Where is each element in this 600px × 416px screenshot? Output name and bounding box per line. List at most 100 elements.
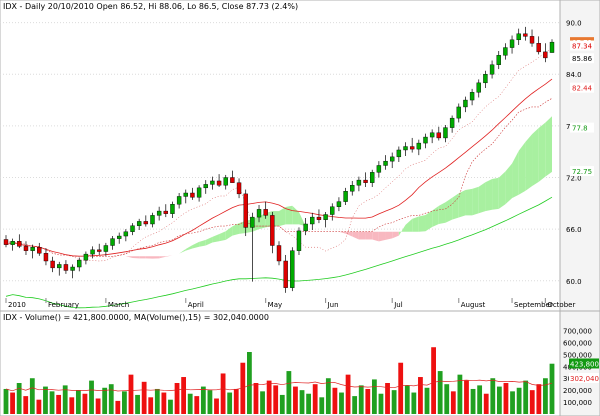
cloud-bull-segment bbox=[298, 212, 306, 227]
volume-bar-up bbox=[122, 391, 127, 414]
candle-up bbox=[323, 214, 328, 220]
volume-bar-down bbox=[128, 374, 134, 414]
volume-bar-down bbox=[36, 399, 42, 414]
candle-down bbox=[230, 177, 235, 183]
volume-bar-up bbox=[457, 374, 463, 414]
price-tag-box bbox=[570, 53, 594, 64]
cloud-bull-segment bbox=[472, 186, 479, 216]
candle-down bbox=[37, 247, 42, 254]
volume-bar-down bbox=[56, 394, 62, 414]
volume-bar-up bbox=[260, 391, 265, 414]
cloud-bull-segment bbox=[425, 210, 433, 232]
volume-tags: 423,800 302,040 bbox=[569, 358, 599, 383]
volume-bar-up bbox=[358, 385, 364, 414]
cloud-bull-segment bbox=[452, 193, 459, 220]
cloud-bear-segment bbox=[385, 231, 393, 240]
candle-up bbox=[150, 215, 155, 225]
cloud-bull-segment bbox=[498, 171, 506, 209]
candle-down bbox=[216, 180, 222, 186]
volume-bar-up bbox=[286, 371, 292, 414]
cloud-bull-segment bbox=[225, 226, 233, 240]
candle-up bbox=[496, 55, 501, 65]
volume-ma-path bbox=[5, 379, 553, 392]
volume-bar-down bbox=[529, 390, 535, 414]
candle-up bbox=[336, 201, 342, 207]
candle-up bbox=[416, 142, 422, 150]
candle-up bbox=[123, 231, 129, 237]
cloud-bull-segment bbox=[538, 122, 546, 182]
candle-down bbox=[523, 33, 528, 37]
price-tag-label: 87.34 bbox=[572, 42, 593, 50]
volume-bar-down bbox=[418, 377, 423, 414]
cloud-bear-segment bbox=[365, 231, 373, 240]
volume-bar-up bbox=[391, 390, 397, 414]
volume-bar-down bbox=[483, 393, 489, 414]
candle-up bbox=[30, 247, 35, 251]
volume-bar-down bbox=[266, 380, 272, 414]
candle-up bbox=[203, 184, 208, 189]
volume-bar-up bbox=[404, 385, 410, 414]
cloud-bull-segment bbox=[525, 134, 533, 191]
volume-bar-down bbox=[82, 393, 88, 414]
candle-up bbox=[130, 225, 135, 232]
cloud-bull-segment bbox=[445, 197, 453, 223]
volume-bar-up bbox=[227, 392, 233, 414]
cloud-bear-segment bbox=[165, 255, 173, 257]
candle-up bbox=[469, 92, 475, 101]
candle-up bbox=[489, 64, 495, 75]
candle-up bbox=[156, 210, 162, 216]
volume-bar-up bbox=[62, 385, 68, 414]
volume-bar-down bbox=[253, 383, 259, 414]
price-tag-label: 85.86 bbox=[572, 55, 593, 63]
volume-tag-box bbox=[569, 372, 599, 383]
volume-bar-up bbox=[75, 390, 81, 414]
candle-up bbox=[516, 33, 521, 41]
volume-bar-up bbox=[154, 388, 160, 414]
candle-up bbox=[370, 172, 375, 183]
ma-red-line bbox=[5, 78, 553, 257]
candle-up bbox=[210, 180, 215, 185]
candle-up bbox=[303, 223, 308, 232]
x-tick-label: Jul bbox=[393, 301, 403, 309]
kijun-dotted-line bbox=[5, 98, 553, 257]
volume-bar-down bbox=[161, 392, 167, 414]
volume-bar-up bbox=[378, 393, 384, 414]
cloud-bull-segment bbox=[179, 248, 186, 254]
cloud-bear-segment bbox=[159, 256, 166, 259]
candle-up bbox=[429, 132, 435, 138]
cloud-bear-segment bbox=[345, 231, 353, 237]
volume-bar-up bbox=[89, 380, 94, 414]
cloud-bear-segment bbox=[392, 231, 399, 239]
volume-bar-down bbox=[148, 397, 154, 414]
volume-bar-up bbox=[325, 378, 331, 414]
candle-down bbox=[163, 210, 169, 214]
volume-tag-label: 423,800 bbox=[570, 360, 599, 368]
candle-up bbox=[509, 39, 515, 48]
volume-bar-up bbox=[516, 387, 522, 414]
volume-bar-up bbox=[135, 394, 140, 414]
volume-tag-label: 302,040 bbox=[570, 375, 599, 383]
volume-bar-down bbox=[214, 398, 219, 414]
candle-down bbox=[270, 215, 275, 246]
x-tick-label: October bbox=[547, 301, 575, 309]
candle-up bbox=[456, 106, 461, 119]
candle-up bbox=[403, 146, 408, 151]
volume-bar-up bbox=[549, 363, 555, 414]
cloud-bull-segment bbox=[412, 216, 419, 232]
volume-bar-down bbox=[503, 383, 509, 414]
cloud-bull-segment bbox=[192, 241, 200, 249]
cloud-bull-segment bbox=[438, 202, 446, 224]
price-tag-box bbox=[570, 166, 594, 177]
cloud-bull-segment bbox=[432, 205, 439, 227]
candle-up bbox=[396, 149, 402, 158]
cloud-bull-segment bbox=[279, 206, 286, 227]
volume-bar-down bbox=[273, 385, 279, 414]
volume-bar-up bbox=[371, 379, 377, 414]
x-tick-label: 2010 bbox=[8, 301, 26, 309]
volume-bar-up bbox=[339, 392, 344, 414]
volume-bar-down bbox=[450, 391, 456, 414]
candle-up bbox=[77, 259, 82, 268]
candle-up bbox=[223, 177, 228, 186]
candle-down bbox=[3, 239, 9, 245]
candle-up bbox=[483, 74, 488, 84]
